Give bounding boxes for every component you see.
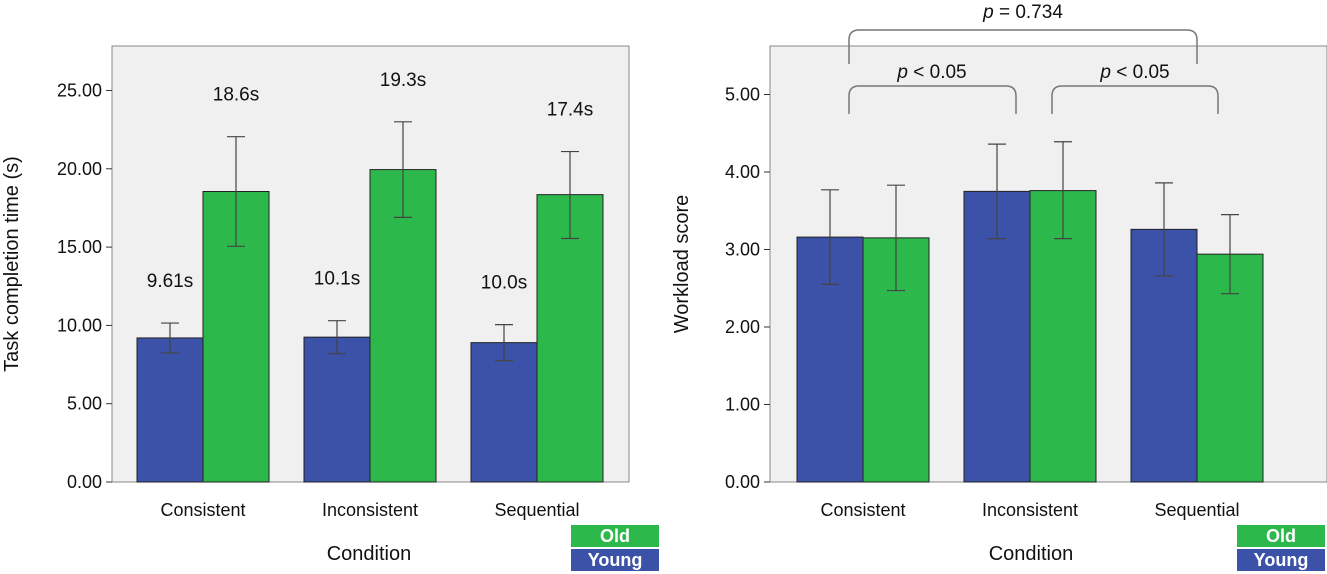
x-tick-label: Consistent <box>160 500 245 520</box>
data-label: 10.1s <box>314 269 360 290</box>
x-axis-title: Condition <box>989 543 1074 565</box>
legend-old-swatch: Old <box>1237 525 1325 547</box>
significance-bracket <box>848 85 1017 114</box>
y-tick-label: 4.00 <box>725 162 760 182</box>
y-axis-title: Task completion time (s) <box>1 156 23 372</box>
chart-task-completion-time: 0.00 5.00 10.00 15.00 20.00 25.00 Task complet… <box>1 45 630 565</box>
data-label: 18.6s <box>213 85 259 106</box>
y-tick-label: 10.00 <box>57 315 102 335</box>
y-tick-label: 25.00 <box>57 81 102 101</box>
legend-young-swatch: Young <box>1237 549 1325 571</box>
legend-right: Old Young <box>1237 525 1325 571</box>
bar-young <box>136 337 204 483</box>
significance-label: p = 0.734 <box>982 2 1063 23</box>
data-label: 17.4s <box>547 100 593 121</box>
y-tick-label: 3.00 <box>725 240 760 260</box>
significance-bracket <box>1051 85 1219 114</box>
bar-young <box>303 336 371 483</box>
x-axis-title: Condition <box>327 543 412 565</box>
significance-label: p < 0.05 <box>896 62 966 83</box>
significance-label: p < 0.05 <box>1099 62 1169 83</box>
bar-young <box>470 342 538 483</box>
bar-young <box>963 190 1031 483</box>
data-label: 19.3s <box>380 70 426 91</box>
y-tick-label: 5.00 <box>725 85 760 105</box>
legend-young-swatch: Young <box>571 549 659 571</box>
y-tick-label: 2.00 <box>725 317 760 337</box>
bar-old <box>369 169 437 483</box>
x-tick-label: Inconsistent <box>322 500 418 520</box>
y-tick-label: 0.00 <box>725 472 760 492</box>
data-label: 10.0s <box>481 273 527 294</box>
significance-bracket <box>848 29 1198 64</box>
y-tick-label: 1.00 <box>725 395 760 415</box>
y-tick-label: 5.00 <box>67 394 102 414</box>
y-tick-label: 15.00 <box>57 237 102 257</box>
y-tick-label: 0.00 <box>67 472 102 492</box>
x-tick-label: Inconsistent <box>982 500 1078 520</box>
legend-left: Old Young <box>571 525 659 571</box>
y-tick-label: 20.00 <box>57 159 102 179</box>
x-tick-label: Consistent <box>820 500 905 520</box>
chart-workload-score: 0.00 1.00 2.00 3.00 4.00 5.00 Workload score Co… <box>671 2 1327 565</box>
x-tick-label: Sequential <box>494 500 579 520</box>
data-label: 9.61s <box>147 271 193 292</box>
legend-old-swatch: Old <box>571 525 659 547</box>
y-axis-title: Workload score <box>671 195 693 334</box>
x-tick-label: Sequential <box>1154 500 1239 520</box>
